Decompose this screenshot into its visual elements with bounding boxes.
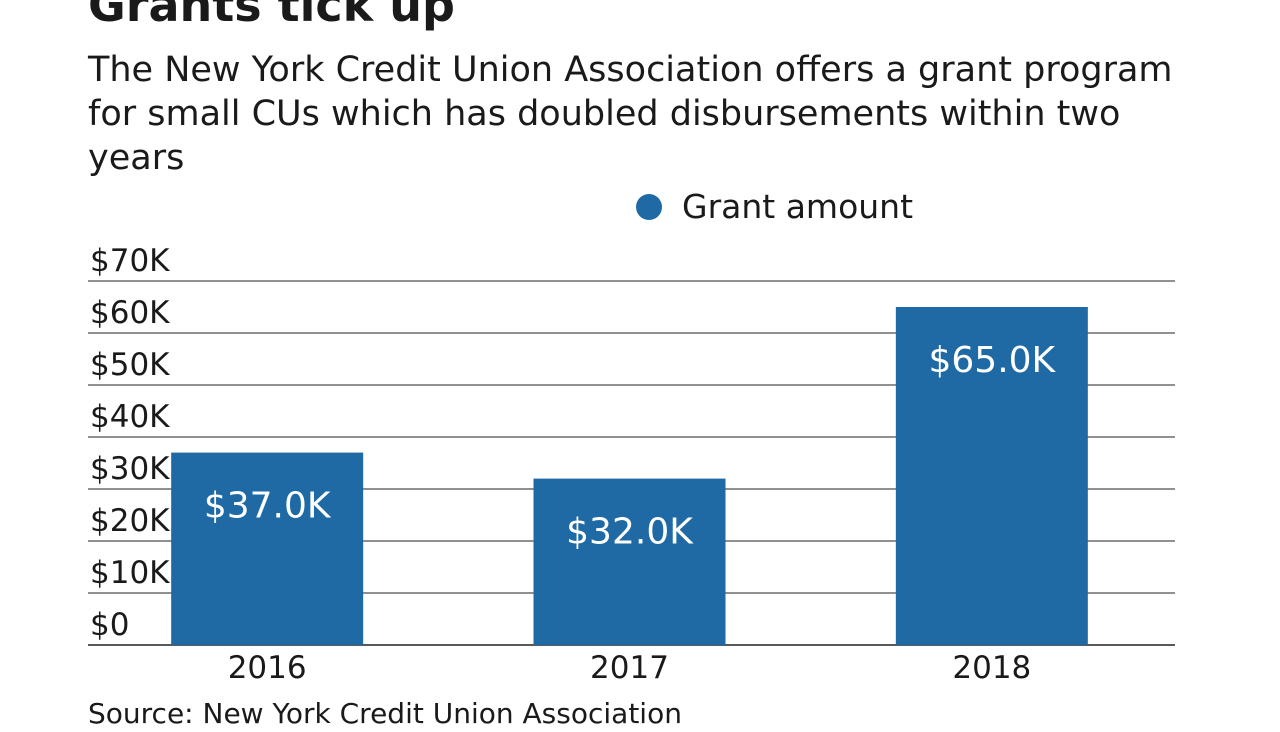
bar-2018 [895, 307, 1088, 645]
bar-value-label-2016: $37.0K [204, 486, 332, 527]
y-tick-label: $60K [90, 295, 170, 331]
x-tick-label-2018: 2018 [952, 650, 1031, 686]
x-tick-label-2016: 2016 [228, 650, 307, 686]
legend: Grant amount [636, 187, 913, 227]
y-axis-tick-labels: $0 $10K $20K $30K $40K $50K $60K $70K [90, 243, 170, 643]
bar-2016 [171, 452, 364, 645]
legend-label-grant-amount: Grant amount [682, 187, 914, 226]
bar-value-label-2017: $32.0K [566, 512, 694, 553]
bars: $37.0K $32.0K $65.0K [171, 307, 1088, 645]
chart-title: Grants tick up [88, 0, 455, 32]
y-tick-label: $50K [90, 347, 170, 383]
y-tick-label: $10K [90, 555, 170, 591]
y-tick-label: $30K [90, 451, 170, 487]
y-tick-label: $0 [90, 607, 129, 643]
legend-swatch-grant-amount [636, 194, 662, 220]
y-tick-label: $40K [90, 399, 170, 435]
chart-subtitle: The New York Credit Union Association of… [88, 50, 1173, 178]
y-tick-label: $20K [90, 503, 170, 539]
y-tick-label: $70K [90, 243, 170, 279]
bar-2017 [533, 478, 726, 645]
source-note: Source: New York Credit Union Associatio… [88, 697, 682, 730]
bar-value-label-2018: $65.0K [928, 340, 1056, 381]
x-tick-label-2017: 2017 [590, 650, 669, 686]
x-axis-tick-labels: 2016 2017 2018 [228, 650, 1032, 686]
